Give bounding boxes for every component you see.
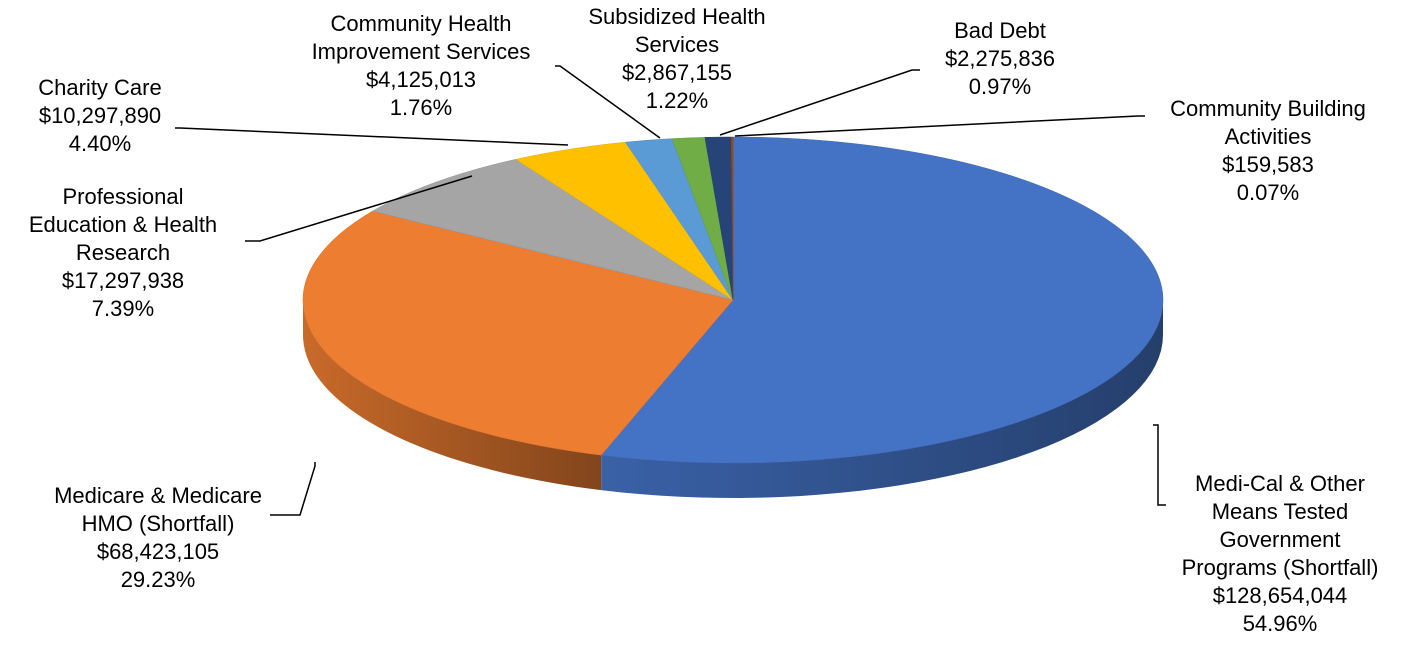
slice-name-text: Medi-Cal & Other	[1195, 471, 1365, 496]
leader-line-community-health-improvement-services	[555, 65, 661, 139]
pie-slice-charity-care	[515, 141, 734, 301]
slice-value-text: $128,654,044	[1213, 583, 1348, 608]
leader-line-community-building-activities	[734, 115, 1145, 137]
pie-slice-community-building-activities	[730, 136, 734, 301]
slice-name-text: Community Building	[1170, 96, 1366, 121]
slice-name-text: Activities	[1225, 124, 1312, 149]
slice-value-text: $68,423,105	[97, 539, 219, 564]
slice-value-text: $10,297,890	[39, 103, 161, 128]
slice-name-text: Improvement Services	[312, 39, 531, 64]
data-label-community-health-improvement-services: Community Health Improvement Services $4,1…	[312, 11, 531, 120]
leader-line-professional-education-health-research	[245, 175, 473, 242]
slice-value-text: $4,125,013	[366, 67, 476, 92]
slice-percent-text: 1.22%	[646, 88, 708, 113]
pie-side-medi-cal-other-means-tested-government-programs-shortfall	[601, 300, 1163, 498]
data-label-charity-care: Charity Care $10,297,890 4.40%	[38, 75, 161, 156]
slice-percent-text: 0.07%	[1237, 180, 1299, 205]
slice-name-text: Research	[76, 240, 170, 265]
slice-percent-text: 0.97%	[969, 74, 1031, 99]
slice-name-text: Programs (Shortfall)	[1182, 555, 1379, 580]
data-labels: Medi-Cal & Other Means Tested Government Pr…	[29, 4, 1379, 636]
leader-line-charity-care	[175, 127, 569, 146]
leader-line-medi-cal-other-means-tested-government-programs-shortfall	[1153, 424, 1166, 506]
slice-name-text: HMO (Shortfall)	[82, 511, 235, 536]
slice-name-text: Education & Health	[29, 212, 217, 237]
slice-name-text: Professional	[62, 184, 183, 209]
slice-name-text: Charity Care	[38, 75, 161, 100]
data-label-medicare-medicare-hmo-shortfall: Medicare & Medicare HMO (Shortfall) $68,42…	[54, 483, 262, 592]
leader-line-bad-debt	[719, 69, 920, 136]
slice-name-text: Bad Debt	[954, 18, 1046, 43]
pie-side-medicare-medicare-hmo-shortfall	[303, 300, 602, 491]
slice-name-text: Subsidized Health	[588, 4, 765, 29]
data-label-community-building-activities: Community Building Activities $159,583 0.07…	[1170, 96, 1366, 205]
slice-name-text: Means Tested	[1212, 499, 1349, 524]
slice-value-text: $2,275,836	[945, 46, 1055, 71]
data-label-professional-education-health-research: Professional Education & Health Research $1…	[29, 184, 217, 321]
slice-percent-text: 7.39%	[92, 296, 154, 321]
slice-value-text: $2,867,155	[622, 60, 732, 85]
pie-slice-professional-education-health-research	[371, 159, 734, 301]
slice-value-text: $17,297,938	[62, 268, 184, 293]
slice-percent-text: 1.76%	[390, 95, 452, 120]
leader-lines	[175, 65, 1166, 516]
pie-slice-community-health-improvement-services	[624, 138, 734, 301]
slice-percent-text: 4.40%	[69, 131, 131, 156]
data-label-subsidized-health-services: Subsidized Health Services $2,867,155 1.22%	[588, 4, 765, 113]
slice-value-text: $159,583	[1222, 152, 1314, 177]
leader-line-medicare-medicare-hmo-shortfall	[270, 462, 316, 516]
data-label-medi-cal-other-means-tested-government-programs-shortfall: Medi-Cal & Other Means Tested Government Pr…	[1182, 471, 1379, 636]
slice-name-text: Government	[1219, 527, 1340, 552]
pie-slice-medicare-medicare-hmo-shortfall	[302, 210, 734, 456]
slice-name-text: Services	[635, 32, 719, 57]
pie-tops	[302, 136, 1164, 464]
slice-percent-text: 54.96%	[1243, 611, 1318, 636]
slice-percent-text: 29.23%	[121, 567, 196, 592]
slice-name-text: Community Health	[331, 11, 512, 36]
pie-sides	[303, 300, 1163, 498]
data-label-bad-debt: Bad Debt $2,275,836 0.97%	[945, 18, 1055, 99]
pie-slice-medi-cal-other-means-tested-government-programs-shortfall	[600, 136, 1164, 464]
slice-name-text: Medicare & Medicare	[54, 483, 262, 508]
